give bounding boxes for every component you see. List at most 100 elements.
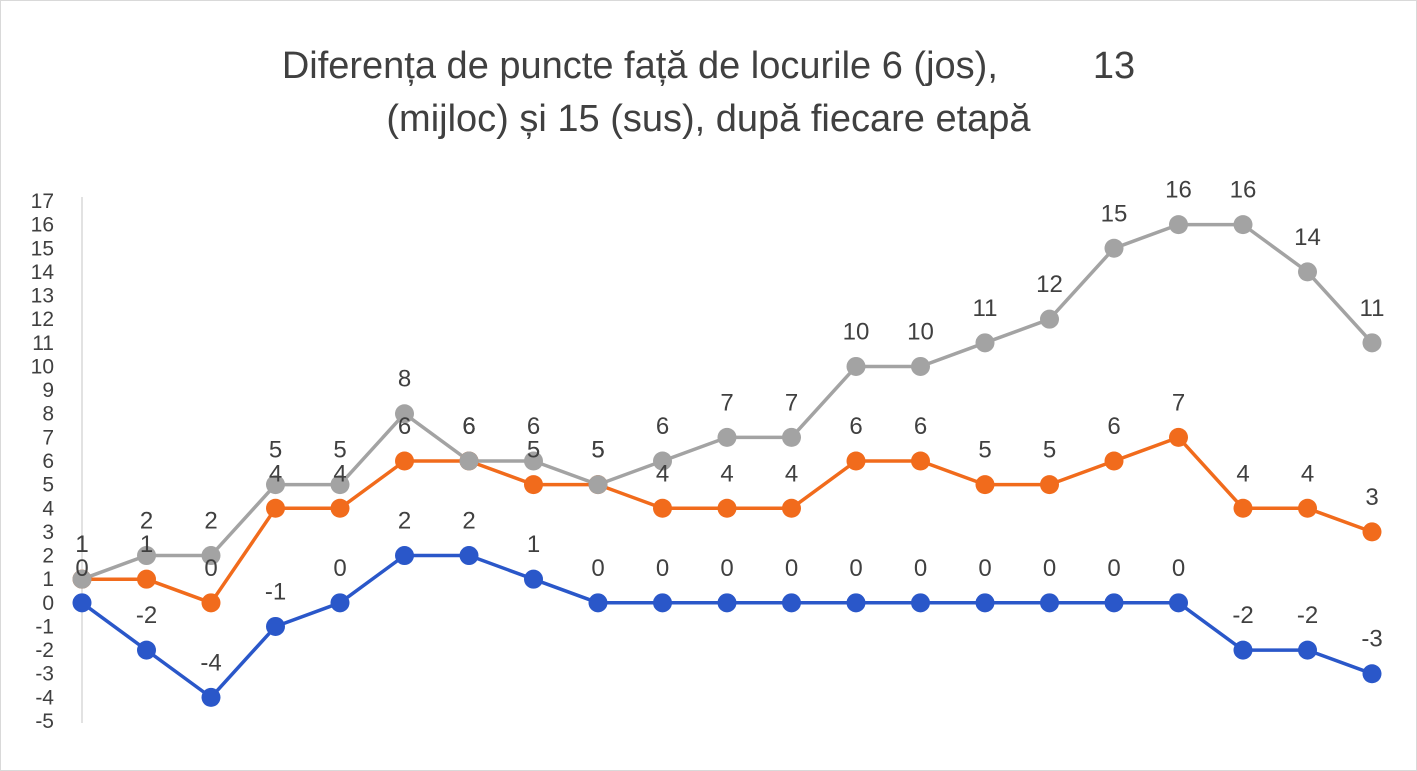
y-tick-label: 6 [42,450,54,473]
data-label: 6 [849,413,862,440]
y-tick-label: -3 [35,663,54,686]
data-point [717,593,737,613]
data-point [72,569,92,589]
data-label: 0 [914,555,927,582]
data-label: 2 [398,508,411,535]
y-tick-label: 2 [42,545,54,568]
data-point [846,593,866,613]
data-label: 2 [204,508,217,535]
data-point [782,498,801,518]
data-label: -4 [200,649,221,676]
data-point [1233,640,1253,660]
y-tick-label: 10 [31,355,54,378]
data-point [1362,522,1382,542]
data-label: 11 [973,295,998,322]
data-label: 1 [75,531,88,558]
data-point [137,546,156,566]
data-point [266,475,285,495]
y-tick-label: 4 [42,497,54,520]
data-point [653,498,672,518]
data-point [459,546,479,566]
data-label: 0 [785,555,798,582]
data-point [588,593,608,613]
data-point [653,451,672,471]
data-label: 4 [1301,460,1314,487]
data-label: 4 [333,460,346,487]
y-tick-label: -5 [35,710,54,733]
data-point [395,451,414,471]
data-label: 6 [656,413,669,440]
data-label: 4 [269,460,282,487]
data-point [524,475,543,495]
data-label: -1 [265,578,286,605]
data-label: 5 [591,437,604,464]
data-point [1298,262,1317,282]
data-point [975,475,995,495]
y-tick-label: 5 [42,474,54,497]
data-point [395,546,414,566]
data-label: 10 [843,318,870,345]
data-label: 6 [914,413,927,440]
data-point [846,356,866,376]
data-label: 4 [785,460,798,487]
data-point [717,498,737,518]
data-point [524,569,543,589]
data-point [137,640,156,660]
data-point [1169,215,1188,235]
y-tick-label: -4 [35,686,54,709]
data-label: 16 [1165,177,1192,204]
data-point [1298,640,1317,660]
data-label: 0 [849,555,862,582]
data-point [1362,333,1382,353]
data-label: 6 [462,413,475,440]
data-point [911,356,930,376]
data-label: 2 [462,508,475,535]
chart-title: Diferența de puncte față de locurile 6 (… [0,40,1417,146]
data-point [137,569,156,589]
data-point [1362,664,1382,684]
data-point [459,451,479,471]
data-point [911,593,930,613]
data-label: 0 [591,555,604,582]
data-label: 4 [1236,460,1249,487]
data-label: 11 [1360,295,1385,322]
data-point [72,593,92,613]
data-label: 1 [75,531,88,558]
data-point [330,498,350,518]
data-label: 6 [1107,413,1120,440]
data-label: 7 [785,389,798,416]
data-point [782,427,801,447]
data-point [1104,451,1124,471]
data-label: 5 [978,437,991,464]
chart-title-line-2: (mijloc) și 15 (sus), după fiecare etapă [386,98,1031,141]
data-label: 1 [140,531,153,558]
data-label: 6 [462,413,475,440]
data-label: 5 [269,437,282,464]
data-label: 7 [1172,389,1185,416]
data-point [717,427,737,447]
series-markers [72,215,1382,707]
data-point [1233,498,1253,518]
y-tick-label: -1 [35,615,54,638]
data-label: 8 [398,366,411,393]
data-point [1040,475,1059,495]
data-label: 12 [1036,271,1063,298]
y-tick-label: 14 [31,261,55,284]
data-point [1040,309,1059,329]
data-point [201,687,221,707]
data-label: 0 [204,555,217,582]
data-point [975,593,995,613]
data-label: 14 [1294,224,1321,251]
data-point [782,593,801,613]
y-tick-label: 15 [31,237,54,260]
data-point [266,498,285,518]
y-tick-label: 0 [42,592,54,615]
chart-title-line-1: Diferența de puncte față de locurile 6 (… [281,45,1136,87]
y-tick-label: 3 [42,521,54,544]
data-label: 16 [1230,177,1257,204]
data-point [330,593,350,613]
data-label: 4 [720,460,733,487]
